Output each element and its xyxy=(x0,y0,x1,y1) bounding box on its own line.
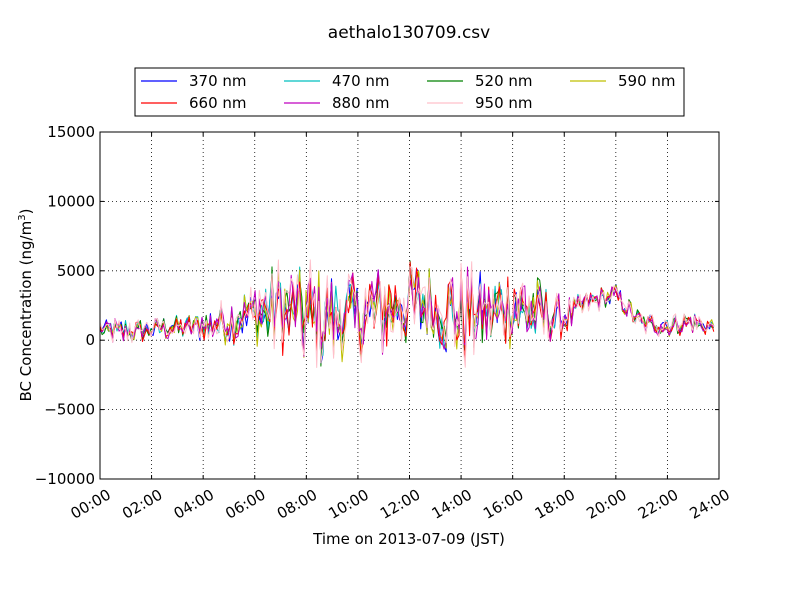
y-axis-label-main: BC Concentration (ng/m xyxy=(17,221,35,402)
y-tick-labels: −10000 −5000 0 5000 10000 15000 xyxy=(35,123,95,488)
y-axis-label: BC Concentration (ng/m3) xyxy=(17,209,35,402)
legend: 370 nm 470 nm 520 nm 590 nm 660 nm 880 nm 950 … xyxy=(134,67,685,117)
legend-label: 950 nm xyxy=(475,94,533,112)
y-tick-label: 5000 xyxy=(57,262,95,280)
chart-title: aethalo130709.csv xyxy=(328,23,490,43)
x-axis-label: Time on 2013-07-09 (JST) xyxy=(312,530,505,548)
y-tick-label: 10000 xyxy=(47,192,95,210)
legend-label: 590 nm xyxy=(618,72,676,90)
x-tick-label: 24:00 xyxy=(686,486,732,523)
x-tick-label: 12:00 xyxy=(377,486,423,523)
y-tick-label: −5000 xyxy=(44,401,95,419)
x-tick-label: 10:00 xyxy=(325,486,371,523)
x-tick-label: 22:00 xyxy=(635,486,681,523)
x-tick-label: 16:00 xyxy=(480,486,526,523)
x-tick-label: 02:00 xyxy=(119,486,165,523)
legend-label: 660 nm xyxy=(189,94,247,112)
series-layer xyxy=(99,259,715,368)
x-tick-label: 08:00 xyxy=(274,486,320,523)
y-tick-label: 0 xyxy=(85,331,95,349)
x-tick-label: 18:00 xyxy=(532,486,578,523)
series-line xyxy=(99,259,715,368)
y-tick-label: −10000 xyxy=(35,470,95,488)
x-tick-label: 14:00 xyxy=(429,486,475,523)
x-tick-labels: 00:00 02:00 04:00 06:00 08:00 10:00 12:00 14:00… xyxy=(67,486,732,523)
y-axis-label-superscript: 3 xyxy=(17,214,28,220)
legend-label: 370 nm xyxy=(189,72,247,90)
x-tick-label: 00:00 xyxy=(67,486,113,523)
legend-label: 520 nm xyxy=(475,72,533,90)
grid xyxy=(100,132,719,479)
x-tick-label: 06:00 xyxy=(222,486,268,523)
x-tick-label: 20:00 xyxy=(583,486,629,523)
ticks xyxy=(99,131,720,480)
legend-label: 470 nm xyxy=(332,72,390,90)
legend-box xyxy=(134,67,685,117)
x-tick-label: 04:00 xyxy=(171,486,217,523)
y-tick-label: 15000 xyxy=(47,123,95,141)
legend-label: 880 nm xyxy=(332,94,390,112)
y-axis-label-close: ) xyxy=(17,209,35,215)
